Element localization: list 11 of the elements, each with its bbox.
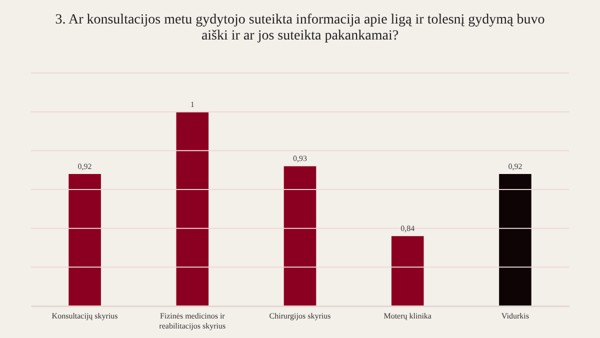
x-tick-label: Konsultacijų skyrius <box>52 312 118 320</box>
data-label: 0,92 <box>78 162 92 171</box>
data-label: 0,92 <box>508 162 522 171</box>
x-tick-label: Fizinės medicinos ir reabilitacijos skyrius <box>159 312 226 330</box>
x-tick-label: Moterų klinika <box>384 312 432 320</box>
x-tick-label: Vidurkis <box>501 312 529 320</box>
chart-title: 3. Ar konsultacijos metu gydytojo suteikta informacija apie ligą ir tolesnį gydymą buvo aiški ir ar jos suteikta pakankamai? <box>55 12 545 44</box>
data-label: 0,93 <box>293 154 307 164</box>
data-label: 0,84 <box>400 224 415 234</box>
x-tick-label: Chirurgijos skyrius <box>269 312 331 320</box>
data-label: 1 <box>190 100 194 109</box>
